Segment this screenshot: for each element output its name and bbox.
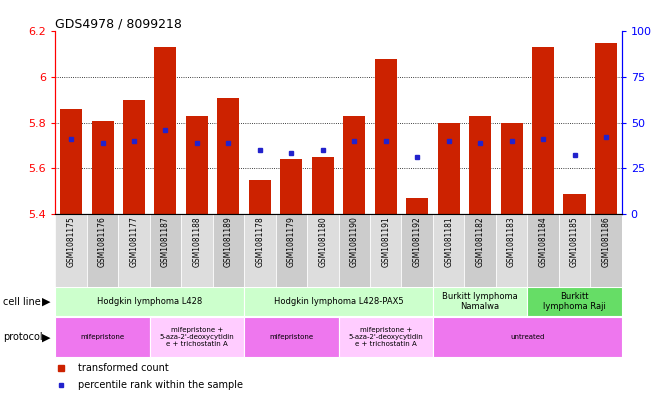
Bar xyxy=(469,116,491,214)
Bar xyxy=(532,48,554,214)
Bar xyxy=(307,214,339,287)
Text: mifepristone: mifepristone xyxy=(270,334,313,340)
Text: Burkitt
lymphoma Raji: Burkitt lymphoma Raji xyxy=(543,292,606,311)
Text: GSM1081188: GSM1081188 xyxy=(193,217,201,267)
Text: GSM1081192: GSM1081192 xyxy=(413,217,422,267)
Text: GSM1081190: GSM1081190 xyxy=(350,217,359,267)
Bar xyxy=(312,157,334,214)
Text: GSM1081177: GSM1081177 xyxy=(130,217,139,267)
Text: Burkitt lymphoma
Namalwa: Burkitt lymphoma Namalwa xyxy=(442,292,518,311)
Bar xyxy=(496,214,527,287)
Bar xyxy=(60,109,82,214)
Bar xyxy=(281,160,302,214)
Text: GDS4978 / 8099218: GDS4978 / 8099218 xyxy=(55,17,182,30)
Text: GSM1081175: GSM1081175 xyxy=(66,217,76,267)
Text: Hodgkin lymphoma L428: Hodgkin lymphoma L428 xyxy=(97,297,202,306)
Text: GSM1081182: GSM1081182 xyxy=(476,217,484,267)
Bar xyxy=(433,287,527,316)
Bar xyxy=(217,98,240,214)
Bar xyxy=(595,43,617,214)
Bar xyxy=(464,214,496,287)
Bar xyxy=(55,287,244,316)
Bar xyxy=(559,214,590,287)
Bar xyxy=(244,214,275,287)
Bar xyxy=(501,123,523,214)
Text: GSM1081185: GSM1081185 xyxy=(570,217,579,267)
Text: mifepristone +
5-aza-2'-deoxycytidin
e + trichostatin A: mifepristone + 5-aza-2'-deoxycytidin e +… xyxy=(159,327,234,347)
Bar xyxy=(154,48,176,214)
Bar xyxy=(406,198,428,214)
Text: GSM1081178: GSM1081178 xyxy=(255,217,264,267)
Text: GSM1081189: GSM1081189 xyxy=(224,217,233,267)
Bar xyxy=(343,116,365,214)
Bar xyxy=(213,214,244,287)
Bar xyxy=(527,287,622,316)
Bar xyxy=(527,214,559,287)
Bar xyxy=(123,100,145,214)
Text: cell line: cell line xyxy=(3,297,41,307)
Bar xyxy=(433,317,622,357)
Text: mifepristone +
5-aza-2'-deoxycytidin
e + trichostatin A: mifepristone + 5-aza-2'-deoxycytidin e +… xyxy=(348,327,423,347)
Bar xyxy=(275,214,307,287)
Text: transformed count: transformed count xyxy=(78,363,169,373)
Bar xyxy=(186,116,208,214)
Bar xyxy=(339,317,433,357)
Text: GSM1081179: GSM1081179 xyxy=(287,217,296,267)
Bar xyxy=(339,214,370,287)
Text: protocol: protocol xyxy=(3,332,43,342)
Text: GSM1081186: GSM1081186 xyxy=(602,217,611,267)
Bar xyxy=(92,121,113,214)
Text: GSM1081191: GSM1081191 xyxy=(381,217,390,267)
Bar xyxy=(150,317,244,357)
Bar xyxy=(118,214,150,287)
Bar xyxy=(55,317,150,357)
Text: untreated: untreated xyxy=(510,334,544,340)
Text: GSM1081183: GSM1081183 xyxy=(507,217,516,267)
Bar xyxy=(564,194,585,214)
Bar xyxy=(433,214,464,287)
Bar xyxy=(402,214,433,287)
Text: GSM1081180: GSM1081180 xyxy=(318,217,327,267)
Text: Hodgkin lymphoma L428-PAX5: Hodgkin lymphoma L428-PAX5 xyxy=(273,297,404,306)
Bar xyxy=(150,214,181,287)
Text: GSM1081184: GSM1081184 xyxy=(538,217,547,267)
Text: ▶: ▶ xyxy=(42,297,51,307)
Bar xyxy=(249,180,271,214)
Bar xyxy=(244,287,433,316)
Bar xyxy=(370,214,402,287)
Text: ▶: ▶ xyxy=(42,332,51,342)
Bar xyxy=(590,214,622,287)
Text: GSM1081187: GSM1081187 xyxy=(161,217,170,267)
Bar xyxy=(244,317,339,357)
Bar xyxy=(55,214,87,287)
Bar xyxy=(87,214,118,287)
Bar xyxy=(375,59,396,214)
Bar xyxy=(437,123,460,214)
Text: GSM1081181: GSM1081181 xyxy=(444,217,453,267)
Text: GSM1081176: GSM1081176 xyxy=(98,217,107,267)
Bar xyxy=(181,214,213,287)
Text: mifepristone: mifepristone xyxy=(81,334,124,340)
Text: percentile rank within the sample: percentile rank within the sample xyxy=(78,380,243,390)
